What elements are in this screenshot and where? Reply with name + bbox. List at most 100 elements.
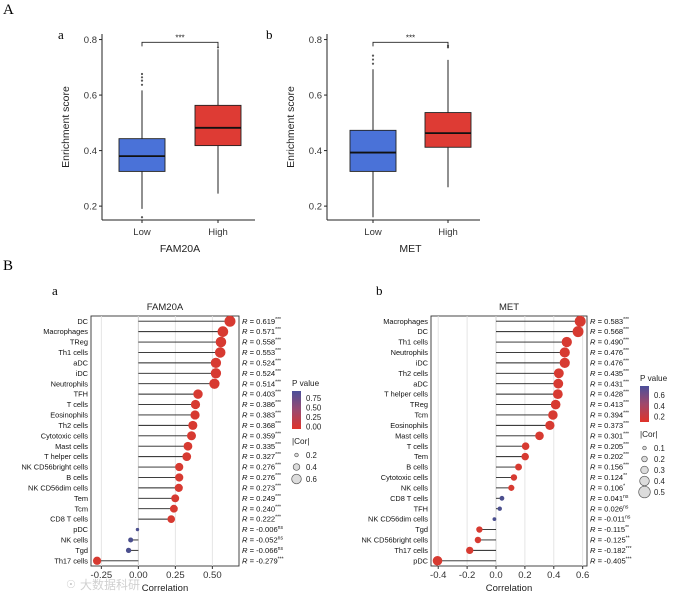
cell-type-label: NK CD56dim cells [368, 515, 428, 524]
legend-cor-title: |Cor| [292, 437, 309, 446]
x-tick-label: 0.0 [489, 570, 502, 581]
legend-cor-circle [638, 485, 651, 499]
correlation-dot [552, 389, 563, 400]
r-value-label: R = 0.619*** [242, 317, 281, 326]
cell-type-label: Th1 cells [398, 338, 428, 347]
r-value-label: R = 0.359*** [242, 431, 281, 440]
row-cd8-t-cells: CD8 T cells R = 0.222*** [50, 515, 281, 524]
y-tick-label: 0.8 [309, 35, 322, 46]
legend-cor-tick: 0.1 [654, 444, 665, 453]
correlation-dot [548, 410, 558, 420]
r-value-label: R = 0.568*** [590, 327, 629, 336]
cell-type-label: pDC [73, 525, 88, 534]
legend-pvalue-tick: 0.4 [654, 402, 666, 411]
cell-type-label: Macrophages [383, 317, 428, 326]
row-cd8-t-cells: CD8 T cells R = 0.041ns [390, 494, 629, 503]
r-value-label: R = -0.279*** [242, 556, 284, 565]
watermark-text: 大数据科研 [80, 577, 140, 592]
r-value-label: R = 0.106* [590, 483, 625, 492]
cell-type-label: DC [417, 327, 428, 336]
r-value-label: R = 0.240*** [242, 504, 281, 513]
x-tick-label: High [438, 227, 458, 238]
legend-pvalue-tick: 0.75 [306, 394, 322, 403]
row-tem: Tem R = 0.249*** [74, 494, 281, 503]
box-body [424, 112, 472, 148]
cell-type-label: TReg [410, 400, 428, 409]
cell-type-label: iDC [76, 369, 89, 378]
legend-cor-tick: 0.6 [306, 475, 317, 484]
correlation-dot [186, 431, 196, 441]
r-value-label: R = 0.373*** [590, 421, 629, 430]
correlation-dot [167, 515, 176, 523]
r-value-label: R = -0.011ns [590, 515, 631, 524]
correlation-dot [545, 420, 555, 431]
r-value-label: R = 0.435*** [590, 369, 629, 378]
x-tick-label: Low [364, 227, 382, 238]
row-b-cells: B cells R = 0.276*** [66, 473, 281, 482]
cell-type-label: T helper cells [384, 390, 428, 399]
cell-type-label: Tcm [414, 411, 428, 420]
row-th1-cells: Th1 cells R = 0.490*** [398, 336, 629, 348]
row-eosinophils: Eosinophils R = 0.383*** [50, 410, 281, 420]
cell-type-label: NK CD56bright cells [21, 463, 88, 472]
significance-label: *** [175, 33, 184, 42]
cell-type-label: Eosinophils [50, 411, 88, 420]
r-value-label: R = -0.006ns [242, 525, 283, 534]
row-nk-cells: NK cells R = -0.052ns [61, 536, 284, 545]
r-value-label: R = 0.368*** [242, 421, 281, 430]
legend-cor-tick: 0.5 [654, 488, 666, 497]
correlation-dot [497, 506, 502, 511]
legend-cor-circle [291, 473, 302, 485]
legend-cor-title: |Cor| [640, 430, 657, 439]
correlation-dot [175, 473, 184, 482]
row-b-cells: B cells R = 0.156*** [406, 463, 629, 472]
correlation-dot [210, 357, 222, 369]
box-body [349, 129, 397, 172]
row-tem: Tem R = 0.202*** [414, 452, 629, 461]
outlier-point [140, 83, 144, 86]
cell-type-label: Cytotoxic cells [381, 473, 429, 482]
legend-cor-tick: 0.2 [306, 451, 317, 460]
row-tcm: Tcm R = 0.394*** [414, 410, 629, 420]
cell-type-label: Th1 cells [58, 348, 88, 357]
significance-label: *** [406, 33, 415, 42]
r-value-label: R = 0.490*** [590, 338, 629, 347]
correlation-dot [92, 556, 102, 565]
cell-type-label: Cytotoxic cells [41, 431, 89, 440]
x-tick-label: -0.25 [91, 570, 113, 581]
row-mast-cells: Mast cells R = 0.301*** [395, 431, 629, 440]
correlation-dot [508, 484, 515, 491]
r-value-label: R = 0.413*** [590, 400, 629, 409]
legend-cor-circle [642, 445, 647, 451]
legend-cor-circle [640, 465, 649, 475]
y-tick-label: 0.4 [309, 146, 322, 157]
x-tick-label: 0.25 [166, 570, 185, 581]
correlation-dot [561, 336, 572, 348]
cell-type-label: Tcm [74, 504, 88, 513]
cell-type-label: aDC [413, 379, 428, 388]
panel-label-A: A [3, 2, 14, 18]
r-value-label: R = 0.301*** [590, 431, 629, 440]
cell-type-label: NK CD56bright cells [361, 536, 428, 545]
y-tick-label: 0.6 [84, 91, 97, 102]
r-value-label: R = 0.514*** [242, 379, 281, 388]
correlation-dot [432, 555, 443, 566]
row-tcm: Tcm R = 0.240*** [74, 504, 281, 513]
r-value-label: R = 0.383*** [242, 411, 281, 420]
x-tick-label: Low [133, 227, 151, 238]
row-cytotoxic-cells: Cytotoxic cells R = 0.124** [381, 473, 627, 482]
row-tgd: Tgd R = -0.066ns [75, 546, 283, 555]
y-axis-title: Enrichment score [60, 86, 72, 168]
cell-type-label: B cells [406, 463, 428, 472]
cell-type-label: Macrophages [43, 327, 88, 336]
x-tick-label: -0.4 [430, 570, 446, 581]
row-nk-cd56dim-cells: NK CD56dim cells R = -0.011ns [368, 515, 631, 524]
watermark-logo-icon: ☉ [66, 578, 76, 591]
r-value-label: R = 0.124** [590, 473, 627, 482]
correlation-dot [550, 399, 561, 410]
cell-type-label: Neutrophils [51, 379, 89, 388]
row-th17-cells: Th17 cells R = -0.182*** [394, 546, 631, 555]
correlation-dot [492, 517, 497, 522]
cell-type-label: B cells [66, 473, 88, 482]
correlation-dot [515, 463, 523, 471]
